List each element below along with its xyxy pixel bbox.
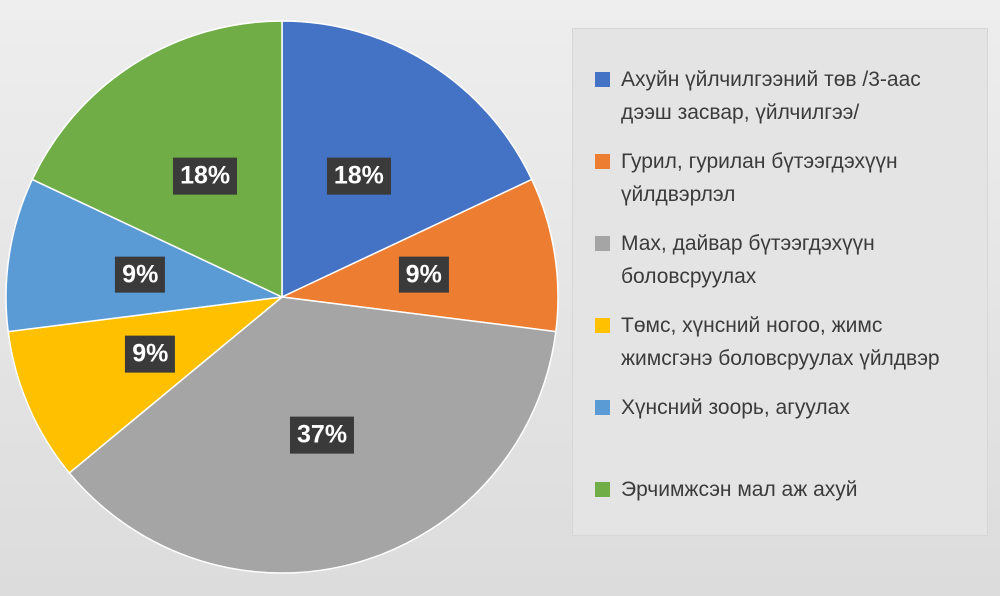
legend-item-vegetable-processing: Төмс, хүнсний ногоо, жимс жимсгэнэ болов… <box>587 309 987 375</box>
legend-swatch-meat-processing <box>595 236 610 251</box>
legend-item-intensive-livestock: Эрчимжсэн мал аж ахуй <box>587 473 987 506</box>
legend-label-line: Мах, дайвар бүтээгдэхүүн <box>621 232 875 255</box>
legend-label-line: Гурил, гурилан бүтээгдэхүүн <box>621 150 898 173</box>
legend-label-line: дээш засвар, үйлчилгээ/ <box>621 101 860 124</box>
pie-slice-4 <box>7 295 285 474</box>
legend-item-meat-processing: Мах, дайвар бүтээгдэхүүн боловсруулах <box>587 227 987 293</box>
data-label-slice-4: 9% <box>125 335 176 373</box>
legend-item-food-storage: Хүнсний зоорь, агуулах <box>587 391 987 424</box>
pie-slice-1 <box>281 20 533 299</box>
legend-item-household-services: Ахуйн үйлчилгээний төв /3-аас дээш засва… <box>587 63 987 129</box>
pie-chart-svg <box>5 20 559 574</box>
data-label-slice-2: 9% <box>398 256 449 293</box>
data-label-slice-1: 18% <box>326 157 391 195</box>
legend-label-line: боловсруулах <box>621 265 757 288</box>
legend-label-line: үйлдвэрлэл <box>621 183 736 206</box>
legend-label-line: Төмс, хүнсний ногоо, жимс <box>621 314 883 337</box>
pie-slice-2 <box>279 178 559 333</box>
chart-legend: Ахуйн үйлчилгээний төв /3-аас дээш засва… <box>572 28 988 536</box>
legend-label-line: Ахуйн үйлчилгээний төв /3-аас <box>621 68 921 91</box>
legend-item-flour-products: Гурил, гурилан бүтээгдэхүүн үйлдвэрлэл <box>587 145 987 211</box>
legend-label-line: Эрчимжсэн мал аж ахуй <box>621 478 858 501</box>
legend-swatch-intensive-livestock <box>595 482 610 497</box>
legend-swatch-vegetable-processing <box>595 318 610 333</box>
legend-label-line: Хүнсний зоорь, агуулах <box>621 396 850 419</box>
pie-slice-6 <box>31 20 283 299</box>
legend-swatch-food-storage <box>595 400 610 415</box>
pie-chart: 18% 9% 37% 9% 9% 18% <box>5 20 559 574</box>
data-label-slice-3: 37% <box>290 416 355 454</box>
pie-slice-5 <box>5 178 285 333</box>
data-label-slice-6: 18% <box>173 157 238 195</box>
data-label-slice-5: 9% <box>115 256 166 293</box>
legend-swatch-flour-products <box>595 154 610 169</box>
legend-label-line: жимсгэнэ боловсруулах үйлдвэр <box>621 347 940 370</box>
legend-swatch-household-services <box>595 72 610 87</box>
